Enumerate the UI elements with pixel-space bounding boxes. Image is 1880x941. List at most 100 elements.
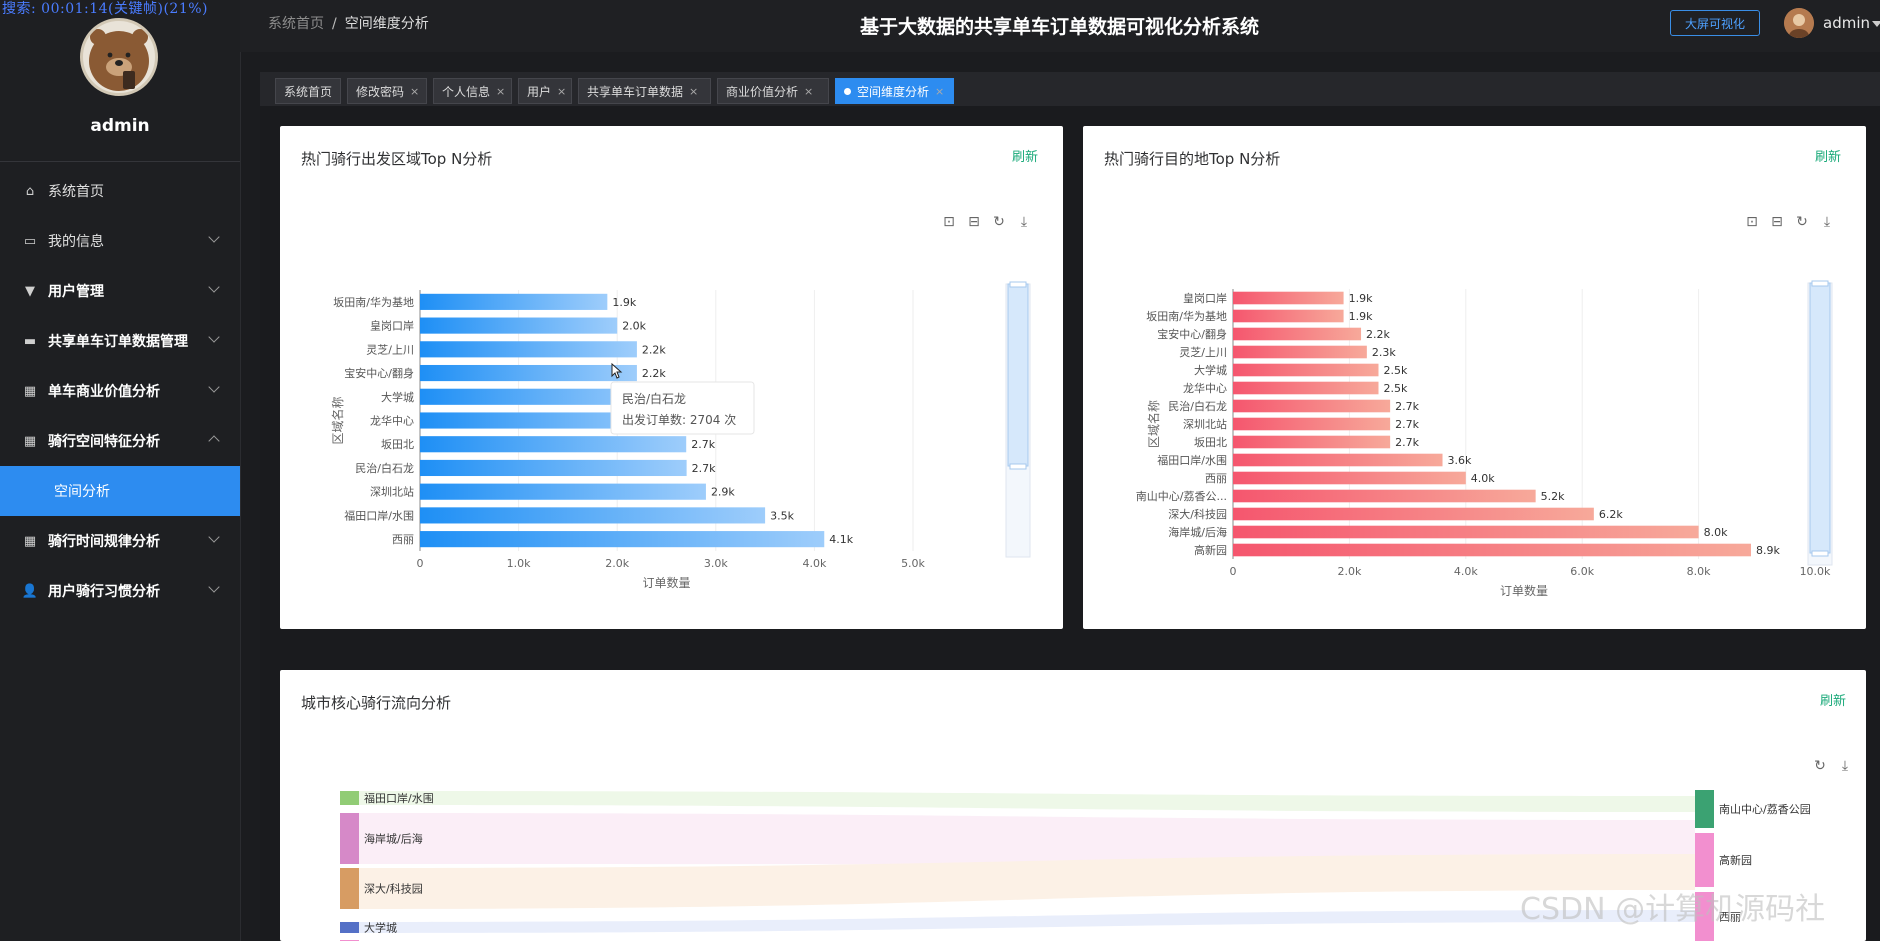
close-icon[interactable]: × bbox=[804, 84, 814, 98]
chevron-down-icon[interactable] bbox=[208, 231, 220, 243]
refresh-button[interactable]: 刷新 bbox=[1820, 694, 1847, 709]
bar[interactable] bbox=[420, 412, 667, 429]
restore-icon[interactable]: ↻ bbox=[993, 214, 1005, 230]
zoom-icon[interactable]: ⊡ bbox=[943, 214, 955, 230]
breadcrumb-home[interactable]: 系统首页 bbox=[268, 16, 324, 32]
bar[interactable] bbox=[420, 436, 687, 453]
sidebar-item-7[interactable]: ▦ 骑行时间规律分析 bbox=[0, 516, 240, 566]
bar[interactable] bbox=[1233, 399, 1391, 413]
restore-icon[interactable]: ↻ bbox=[1814, 758, 1826, 774]
sidebar-item-2[interactable]: ▼ 用户管理 bbox=[0, 266, 240, 316]
bar[interactable] bbox=[420, 388, 657, 405]
tab-2[interactable]: 个人信息 × bbox=[433, 78, 512, 104]
avatar[interactable] bbox=[80, 18, 158, 96]
refresh-button[interactable]: 刷新 bbox=[1012, 150, 1039, 165]
bar[interactable] bbox=[420, 459, 687, 477]
source-node[interactable] bbox=[340, 868, 359, 909]
chevron-down-icon[interactable] bbox=[208, 581, 220, 593]
bar[interactable] bbox=[420, 483, 706, 500]
tab-6[interactable]: 空间维度分析 × bbox=[835, 78, 954, 104]
bar[interactable] bbox=[1233, 309, 1344, 323]
close-icon[interactable]: × bbox=[689, 84, 699, 98]
target-node[interactable] bbox=[1695, 892, 1714, 941]
tab-4[interactable]: 共享单车订单数据 × bbox=[578, 78, 711, 104]
sidebar-item-6[interactable]: 空间分析 bbox=[0, 466, 240, 516]
sidebar-item-8[interactable]: 👤 用户骑行习惯分析 bbox=[0, 566, 240, 616]
chevron-down-icon[interactable] bbox=[208, 331, 220, 343]
sidebar-item-3[interactable]: ▬ 共享单车订单数据管理 bbox=[0, 316, 240, 366]
bar[interactable] bbox=[1233, 435, 1391, 449]
watermark: CSDN @计算机源码社 bbox=[1520, 892, 1826, 927]
flow-link[interactable] bbox=[359, 813, 1695, 865]
datazoom-window[interactable] bbox=[1007, 283, 1029, 467]
datazoom-handle[interactable] bbox=[1811, 550, 1829, 557]
flow-link[interactable] bbox=[359, 854, 1695, 909]
restore-icon[interactable]: ↻ bbox=[1796, 214, 1808, 230]
flow-link[interactable] bbox=[359, 910, 1695, 933]
tab-0[interactable]: 系统首页 bbox=[275, 78, 341, 104]
bar[interactable] bbox=[420, 531, 825, 548]
bar[interactable] bbox=[1233, 345, 1367, 359]
close-icon[interactable]: × bbox=[557, 84, 567, 98]
bar[interactable] bbox=[1233, 291, 1344, 305]
bar[interactable] bbox=[1233, 543, 1751, 557]
zoom-icon[interactable]: ⊡ bbox=[1746, 214, 1758, 230]
download-icon[interactable]: ⤓ bbox=[1841, 758, 1849, 774]
bar[interactable] bbox=[420, 364, 637, 382]
sidebar-item-0[interactable]: ⌂ 系统首页 bbox=[0, 166, 240, 216]
y-tick-label: 深圳北站 bbox=[1183, 417, 1227, 431]
datazoom-window[interactable] bbox=[1809, 282, 1831, 554]
close-icon[interactable]: × bbox=[935, 84, 945, 98]
source-node[interactable] bbox=[340, 813, 359, 864]
target-node[interactable] bbox=[1695, 790, 1714, 828]
bar[interactable] bbox=[1233, 507, 1594, 521]
close-icon[interactable]: × bbox=[496, 84, 506, 98]
datazoom-handle[interactable] bbox=[1811, 280, 1829, 287]
chevron-down-icon[interactable] bbox=[208, 281, 220, 293]
x-tick-label: 0 bbox=[417, 557, 424, 570]
header-avatar[interactable] bbox=[1784, 8, 1814, 38]
chevron-up-icon[interactable] bbox=[208, 435, 220, 447]
bar[interactable] bbox=[420, 293, 608, 310]
chevron-down-icon[interactable] bbox=[208, 381, 220, 393]
sidebar-item-1[interactable]: ▭ 我的信息 bbox=[0, 216, 240, 266]
datazoom-handle[interactable] bbox=[1009, 463, 1027, 470]
datazoom-handle[interactable] bbox=[1009, 281, 1027, 288]
data-label: 2.7k bbox=[691, 438, 715, 451]
tab-3[interactable]: 用户 × bbox=[518, 78, 572, 104]
chevron-down-icon[interactable] bbox=[208, 531, 220, 543]
flow-link[interactable] bbox=[359, 791, 1695, 812]
y-tick-label: 福田口岸/水围 bbox=[344, 508, 414, 522]
start-region-bar-chart[interactable]: 0 1.0k 2.0k 3.0k 4.0k 5.0k 坂田南/华为基地 1.9k 皇岗口岸 2.0… bbox=[280, 126, 1063, 629]
zoom-reset-icon[interactable]: ⊟ bbox=[1771, 214, 1783, 230]
bear-avatar-icon bbox=[89, 29, 149, 91]
download-icon[interactable]: ⤓ bbox=[1020, 214, 1028, 230]
header-username[interactable]: admin bbox=[1823, 14, 1870, 32]
destination-bar-chart[interactable]: 0 2.0k 4.0k 6.0k 8.0k 10.0k 皇岗口岸 1.9k 坂田南/华为基地 1.… bbox=[1083, 126, 1866, 629]
bar[interactable] bbox=[420, 507, 766, 524]
bar[interactable] bbox=[1233, 381, 1379, 395]
big-screen-button[interactable]: 大屏可视化 bbox=[1670, 10, 1760, 36]
bar[interactable] bbox=[1233, 453, 1443, 467]
bar[interactable] bbox=[1233, 525, 1699, 539]
bar[interactable] bbox=[1233, 417, 1391, 431]
zoom-reset-icon[interactable]: ⊟ bbox=[968, 214, 980, 230]
bar[interactable] bbox=[420, 317, 618, 334]
source-node[interactable] bbox=[340, 922, 359, 933]
caret-down-icon[interactable] bbox=[1872, 21, 1880, 27]
bar[interactable] bbox=[1233, 363, 1379, 377]
bar[interactable] bbox=[1233, 489, 1536, 503]
source-node[interactable] bbox=[340, 791, 359, 805]
download-icon[interactable]: ⤓ bbox=[1823, 214, 1831, 230]
tab-1[interactable]: 修改密码 × bbox=[347, 78, 427, 104]
sidebar-item-5[interactable]: ▦ 骑行空间特征分析 bbox=[0, 416, 240, 466]
target-node[interactable] bbox=[1695, 833, 1714, 887]
bar[interactable] bbox=[420, 341, 637, 358]
refresh-button[interactable]: 刷新 bbox=[1815, 150, 1842, 165]
sidebar-item-4[interactable]: ▦ 单车商业价值分析 bbox=[0, 366, 240, 416]
bar[interactable] bbox=[1233, 327, 1362, 341]
bar[interactable] bbox=[1233, 471, 1466, 485]
tab-5[interactable]: 商业价值分析 × bbox=[717, 78, 829, 104]
close-icon[interactable]: × bbox=[410, 84, 420, 98]
